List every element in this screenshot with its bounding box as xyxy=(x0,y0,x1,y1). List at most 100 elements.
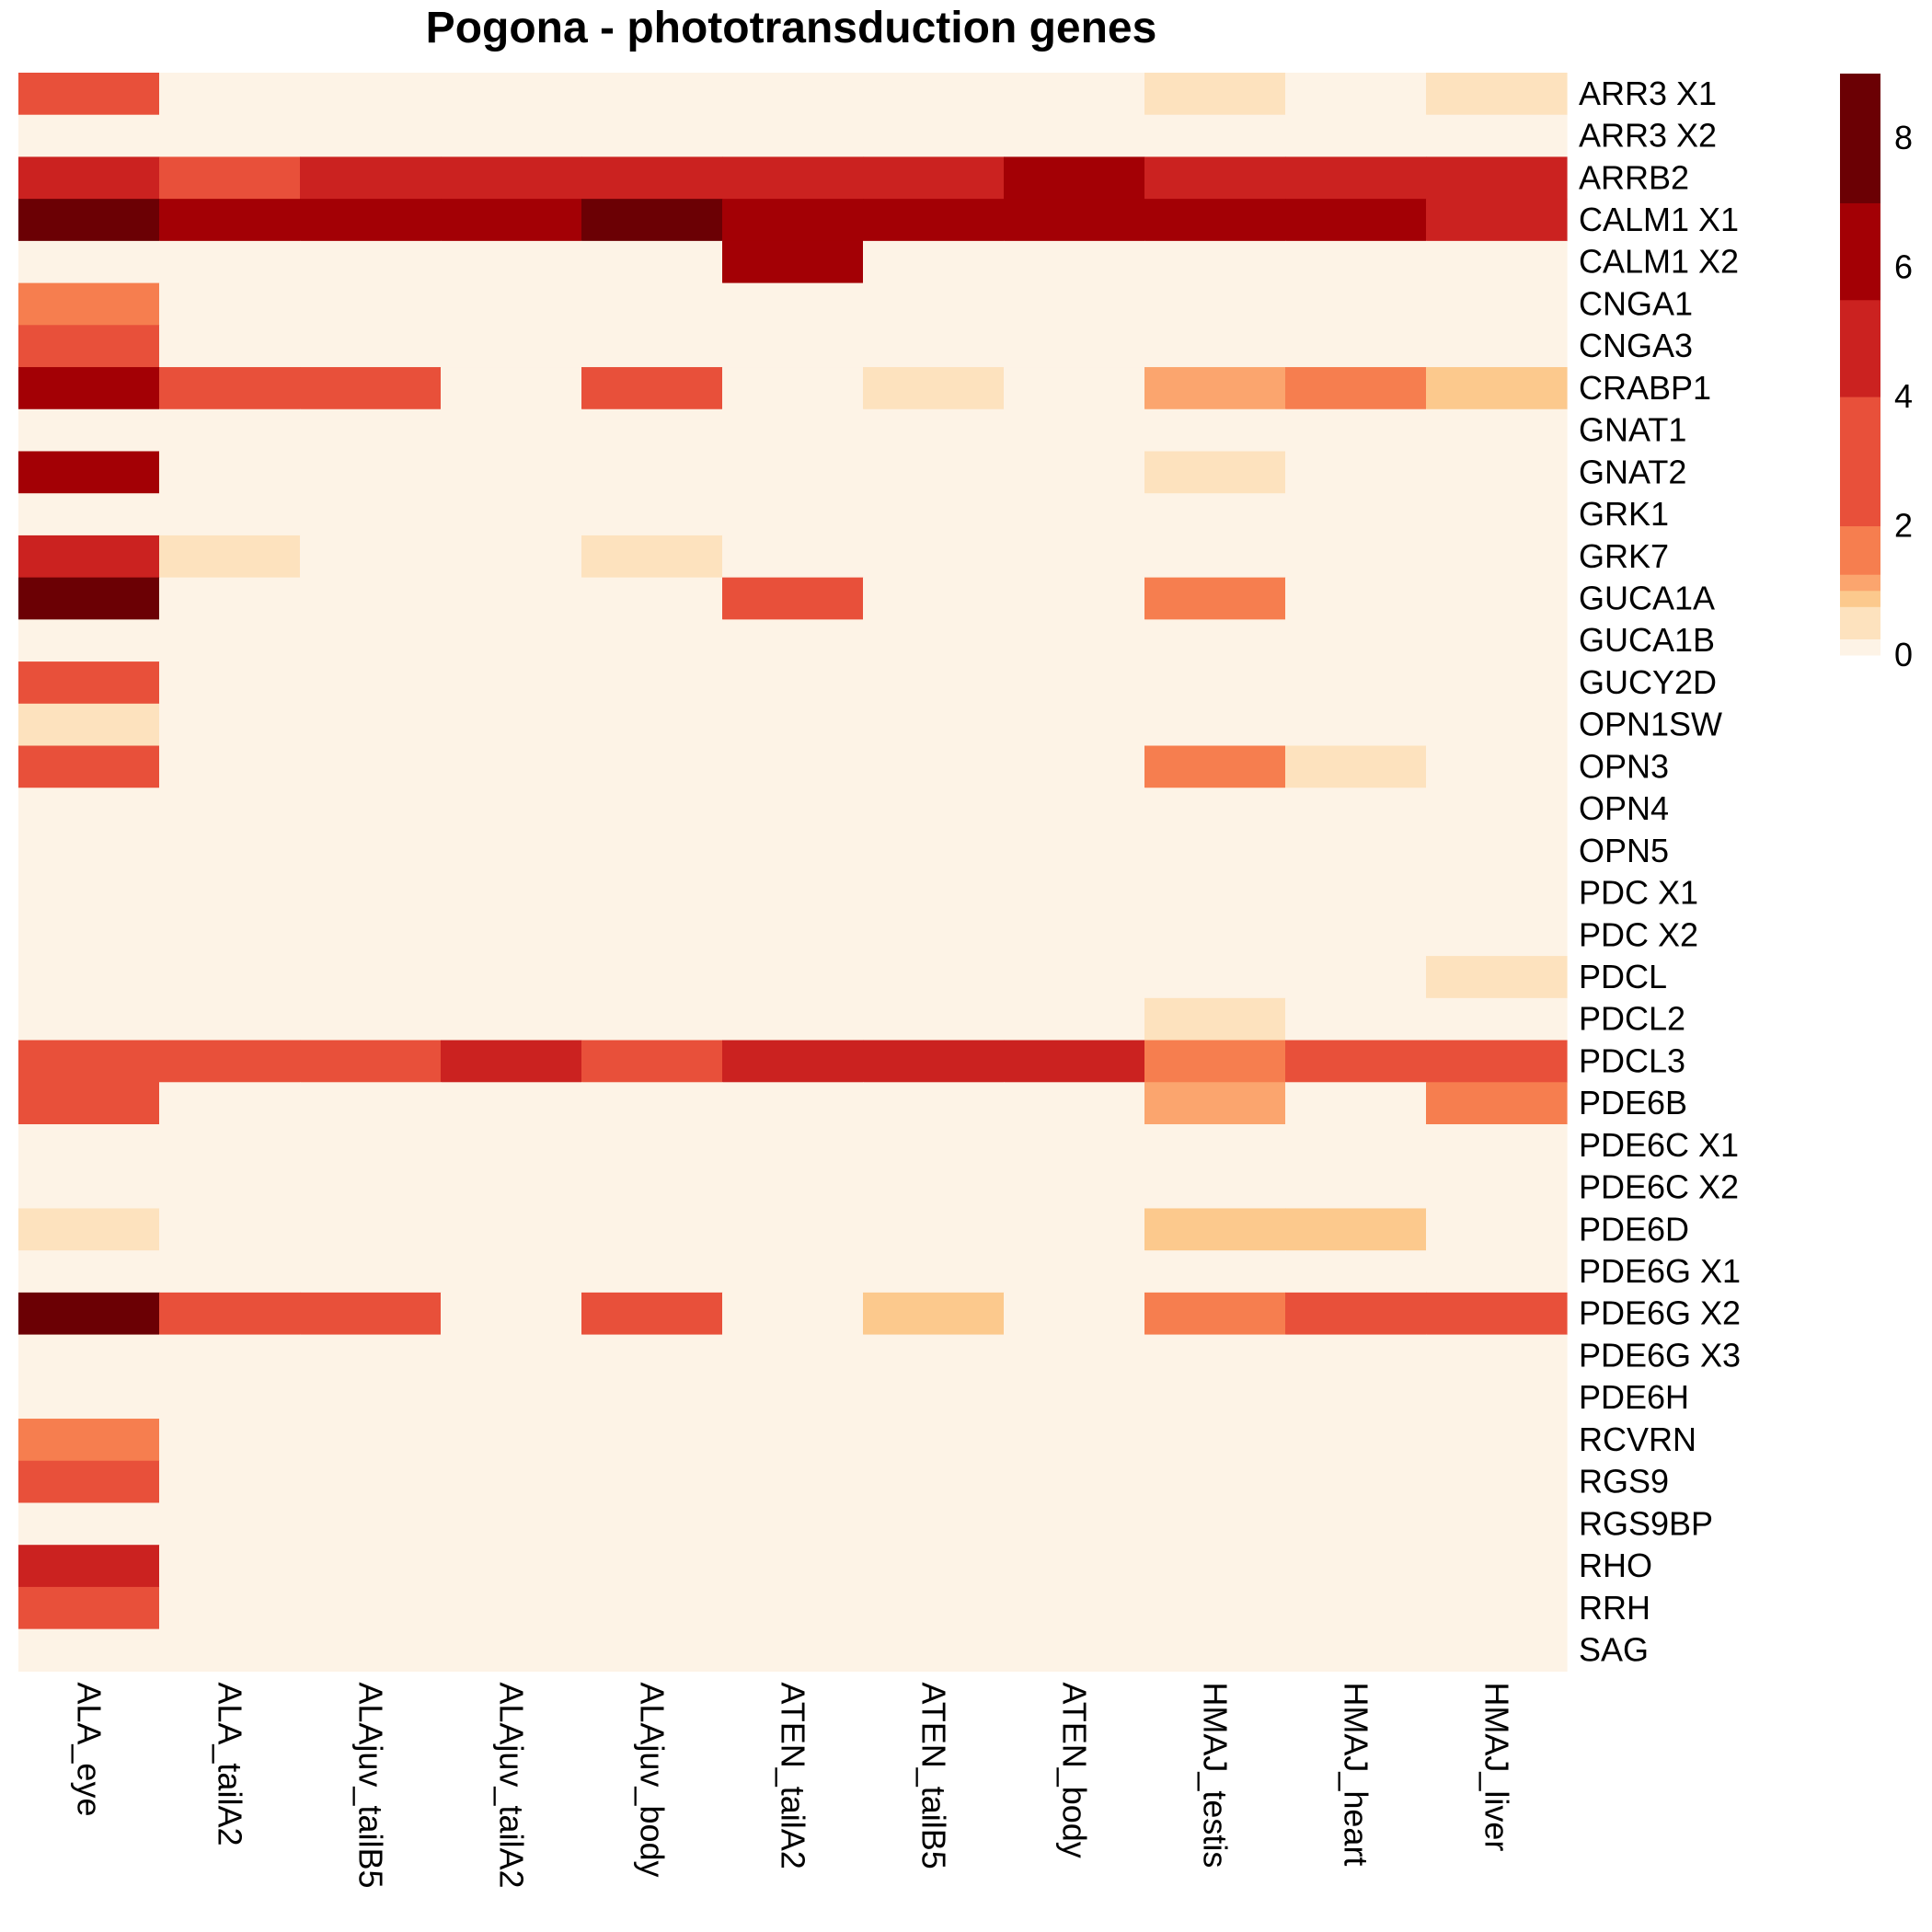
heatmap-cell xyxy=(1004,282,1145,326)
heatmap-cell xyxy=(863,745,1005,788)
heatmap-cell xyxy=(1285,661,1427,705)
heatmap-cell xyxy=(1285,451,1427,494)
heatmap-cell xyxy=(1426,240,1568,284)
heatmap-cell xyxy=(18,1419,160,1462)
heatmap-cell xyxy=(1004,156,1145,200)
heatmap-cell xyxy=(1285,1040,1427,1083)
row-label: ARR3 X1 xyxy=(1579,75,1717,112)
row-label: CALM1 X1 xyxy=(1579,201,1739,238)
heatmap-cell xyxy=(1426,703,1568,747)
heatmap-cell xyxy=(1144,367,1286,410)
heatmap-cell xyxy=(1004,1208,1145,1251)
heatmap-cell xyxy=(722,1334,864,1377)
heatmap-cell xyxy=(722,1082,864,1125)
heatmap-cell xyxy=(863,493,1005,536)
heatmap-cell xyxy=(300,199,442,242)
heatmap-cell xyxy=(581,1502,723,1546)
row-label: PDCL xyxy=(1579,958,1667,995)
heatmap-cell xyxy=(863,577,1005,620)
heatmap-cell xyxy=(300,1208,442,1251)
heatmap-cell xyxy=(1285,1292,1427,1336)
heatmap-cell xyxy=(581,577,723,620)
heatmap-cell xyxy=(863,282,1005,326)
heatmap-cell xyxy=(1004,1040,1145,1083)
heatmap-cell xyxy=(1144,73,1286,116)
heatmap-cell xyxy=(1004,1166,1145,1210)
heatmap-cell xyxy=(441,199,582,242)
heatmap-cell xyxy=(1004,661,1145,705)
heatmap-cell xyxy=(863,1376,1005,1420)
heatmap-cell xyxy=(1285,367,1427,410)
column-label: HMAJ_testis xyxy=(1197,1682,1235,1868)
heatmap-cell xyxy=(1285,1502,1427,1546)
heatmap-cell xyxy=(1426,367,1568,410)
heatmap-cell xyxy=(581,73,723,116)
heatmap-cell xyxy=(1004,829,1145,873)
heatmap-cell xyxy=(1285,914,1427,957)
heatmap-cell xyxy=(1144,829,1286,873)
heatmap-cell xyxy=(863,619,1005,662)
heatmap-cell xyxy=(300,240,442,284)
heatmap-cell xyxy=(18,1376,160,1420)
heatmap-cell xyxy=(441,871,582,914)
heatmap-cell xyxy=(722,956,864,999)
heatmap-cell xyxy=(18,1208,160,1251)
heatmap-cell xyxy=(1004,73,1145,116)
heatmap-cell xyxy=(1426,956,1568,999)
heatmap-cell xyxy=(1285,408,1427,453)
heatmap-cell xyxy=(863,1334,1005,1377)
heatmap-cell xyxy=(18,493,160,536)
heatmap-cell xyxy=(722,408,864,453)
heatmap-cell xyxy=(300,1545,442,1588)
heatmap-cell xyxy=(1144,745,1286,788)
heatmap-cell xyxy=(863,1545,1005,1588)
heatmap-cell xyxy=(1426,325,1568,368)
legend-color-band xyxy=(1840,590,1880,607)
heatmap-cell xyxy=(441,114,582,158)
heatmap-cell xyxy=(300,871,442,914)
heatmap-cell xyxy=(1285,956,1427,999)
heatmap-cell xyxy=(18,829,160,873)
heatmap-cell xyxy=(1004,1586,1145,1630)
heatmap-cell xyxy=(1285,199,1427,242)
heatmap-cell xyxy=(1426,1292,1568,1336)
heatmap-cell xyxy=(1426,1502,1568,1546)
legend-color-band xyxy=(1840,525,1880,575)
heatmap-cells xyxy=(18,73,1568,1672)
heatmap-cell xyxy=(18,577,160,620)
heatmap-cell xyxy=(1285,619,1427,662)
heatmap-cell xyxy=(300,829,442,873)
heatmap-cell xyxy=(300,577,442,620)
column-label: ALAjuv_body xyxy=(634,1682,672,1877)
heatmap-cell xyxy=(722,745,864,788)
heatmap-cell xyxy=(581,1460,723,1504)
heatmap-cell xyxy=(581,956,723,999)
heatmap-cell xyxy=(1426,199,1568,242)
heatmap-cell xyxy=(1144,1124,1286,1167)
heatmap-cell xyxy=(159,661,301,705)
heatmap-cell xyxy=(159,199,301,242)
heatmap-cell xyxy=(1144,619,1286,662)
heatmap-cell xyxy=(300,114,442,158)
heatmap-cell xyxy=(581,997,723,1041)
heatmap-cell xyxy=(1144,997,1286,1041)
legend-tick-label: 2 xyxy=(1894,507,1913,545)
heatmap-cell xyxy=(1285,1250,1427,1294)
row-label: PDE6D xyxy=(1579,1210,1689,1248)
legend-tick-label: 8 xyxy=(1894,119,1913,156)
heatmap-cell xyxy=(722,703,864,747)
heatmap-cell xyxy=(441,535,582,579)
heatmap-cell xyxy=(1144,1628,1286,1672)
heatmap-cell xyxy=(441,367,582,410)
heatmap-cell xyxy=(18,1334,160,1377)
heatmap-cell xyxy=(441,240,582,284)
heatmap-cell xyxy=(441,997,582,1041)
row-label: SAG xyxy=(1579,1631,1649,1669)
heatmap-cell xyxy=(1004,871,1145,914)
heatmap-cell xyxy=(441,73,582,116)
heatmap-cell xyxy=(18,240,160,284)
heatmap-cell xyxy=(441,914,582,957)
heatmap-cell xyxy=(18,1040,160,1083)
heatmap-cell xyxy=(1426,1376,1568,1420)
